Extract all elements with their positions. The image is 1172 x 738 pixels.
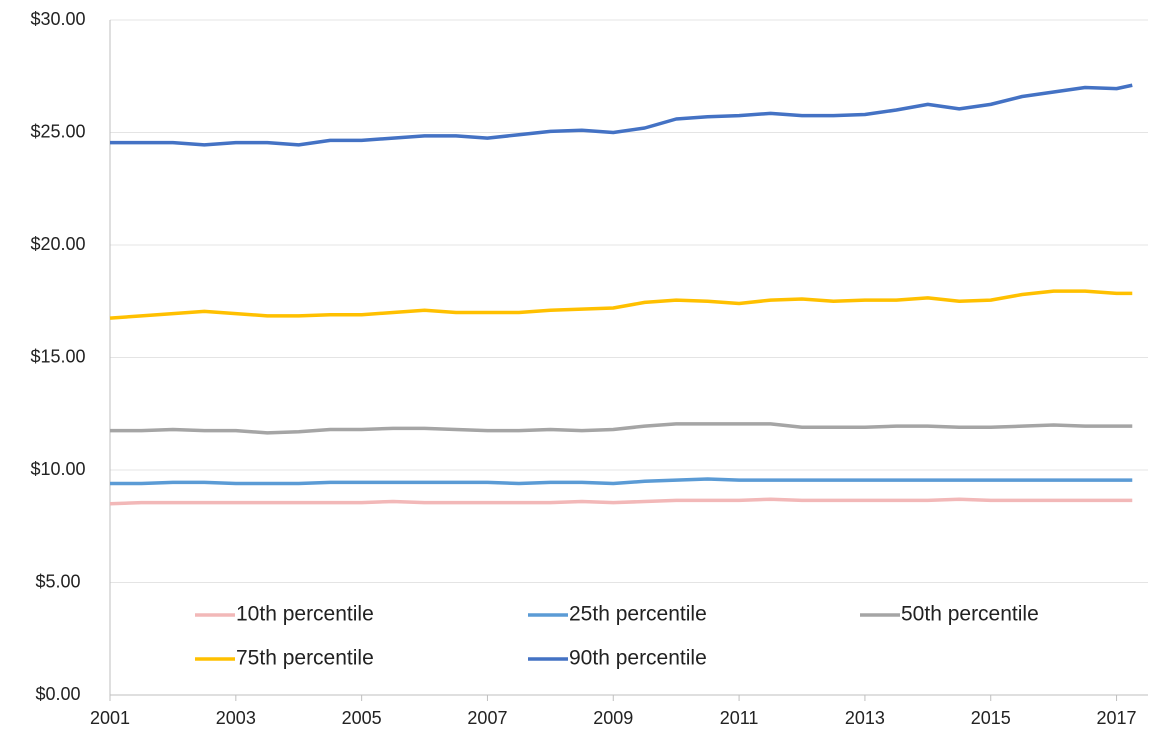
y-tick-label: $15.00 <box>30 346 85 366</box>
x-tick-label: 2009 <box>593 708 633 728</box>
series-line <box>109 289 1133 320</box>
y-tick-label: $30.00 <box>30 9 85 29</box>
x-tick-label: 2005 <box>342 708 382 728</box>
legend-label: 25th percentile <box>569 603 707 626</box>
x-tick-label: 2017 <box>1097 708 1137 728</box>
y-tick-label: $5.00 <box>35 571 80 591</box>
legend-label: 90th percentile <box>569 647 707 670</box>
legend-label: 50th percentile <box>901 603 1039 626</box>
x-tick-label: 2015 <box>971 708 1011 728</box>
series-line <box>109 497 1133 506</box>
x-tick-label: 2007 <box>467 708 507 728</box>
y-tick-label: $10.00 <box>30 459 85 479</box>
series-line <box>110 83 1133 147</box>
x-tick-label: 2013 <box>845 708 885 728</box>
series-line <box>110 477 1133 486</box>
x-tick-label: 2011 <box>720 708 759 728</box>
x-tick-label: 2001 <box>90 708 130 728</box>
x-tick-label: 2003 <box>216 708 256 728</box>
legend-label: 75th percentile <box>236 647 374 670</box>
series-line <box>110 422 1133 435</box>
y-tick-label: $25.00 <box>30 121 85 141</box>
y-tick-label: $0.00 <box>35 684 80 704</box>
legend-label: 10th percentile <box>236 603 374 626</box>
y-tick-label: $20.00 <box>30 234 85 254</box>
